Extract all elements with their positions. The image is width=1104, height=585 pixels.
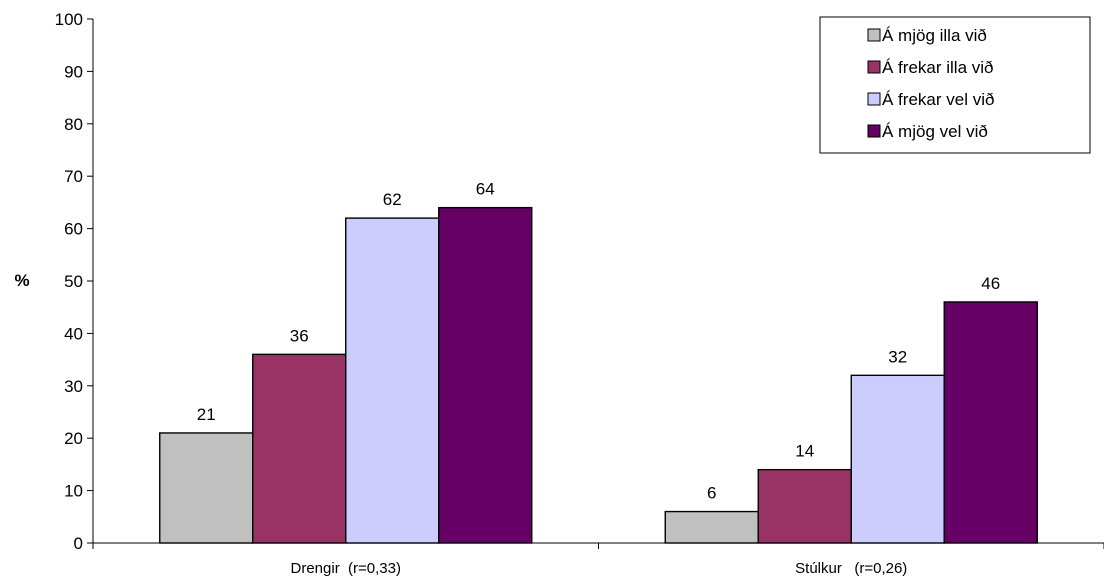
- bar: [757, 468, 852, 544]
- legend-swatch: [867, 28, 881, 42]
- legend-swatch: [867, 92, 881, 106]
- data-label: 64: [476, 180, 495, 199]
- x-tick-label: Drengir (r=0,33): [291, 560, 401, 577]
- y-tick-label: 20: [64, 429, 83, 448]
- legend-label: Á frekar illa við: [882, 58, 993, 77]
- data-label: 62: [383, 190, 402, 209]
- bar: [159, 432, 254, 544]
- y-axis-label: %: [14, 271, 29, 290]
- data-labels: 21 36 62 64 6 14 32 46: [197, 180, 1000, 503]
- y-tick-label: 40: [64, 324, 83, 343]
- legend-label: Á mjög vel við: [882, 122, 988, 141]
- bar: [345, 217, 440, 544]
- y-tick-label: 30: [64, 377, 83, 396]
- x-tick-label: Stúlkur (r=0,26): [795, 560, 907, 577]
- y-tick-label: 10: [64, 482, 83, 501]
- bar: [438, 206, 533, 544]
- legend: Á mjög illa við Á frekar illa við Á frekar…: [819, 16, 1091, 154]
- bars: [159, 206, 1038, 544]
- data-label: 21: [197, 405, 216, 424]
- bar: [850, 374, 945, 544]
- x-axis: Drengir (r=0,33) Stúlkur (r=0,26): [92, 542, 1104, 577]
- bar: [252, 353, 347, 544]
- data-label: 36: [290, 326, 309, 345]
- y-tick-label: 90: [64, 62, 83, 81]
- bar: [943, 301, 1038, 544]
- legend-label: Á mjög illa við: [882, 26, 987, 45]
- y-tick-label: 70: [64, 167, 83, 186]
- y-tick-label: 80: [64, 115, 83, 134]
- y-tick-label: 50: [64, 272, 83, 291]
- data-label: 6: [707, 484, 716, 503]
- data-label: 46: [981, 274, 1000, 293]
- legend-label: Á frekar vel við: [882, 90, 994, 109]
- legend-swatch: [867, 124, 881, 138]
- y-axis: 0 10 20 30 40 50 60 70 80 90 100: [55, 10, 94, 553]
- data-label: 32: [888, 347, 907, 366]
- data-label: 14: [795, 442, 814, 461]
- legend-box: [819, 16, 1091, 154]
- y-tick-label: 100: [55, 10, 83, 29]
- y-tick-label: 0: [74, 534, 83, 553]
- legend-swatch: [867, 60, 881, 74]
- bar: [664, 510, 759, 544]
- y-tick-label: 60: [64, 220, 83, 239]
